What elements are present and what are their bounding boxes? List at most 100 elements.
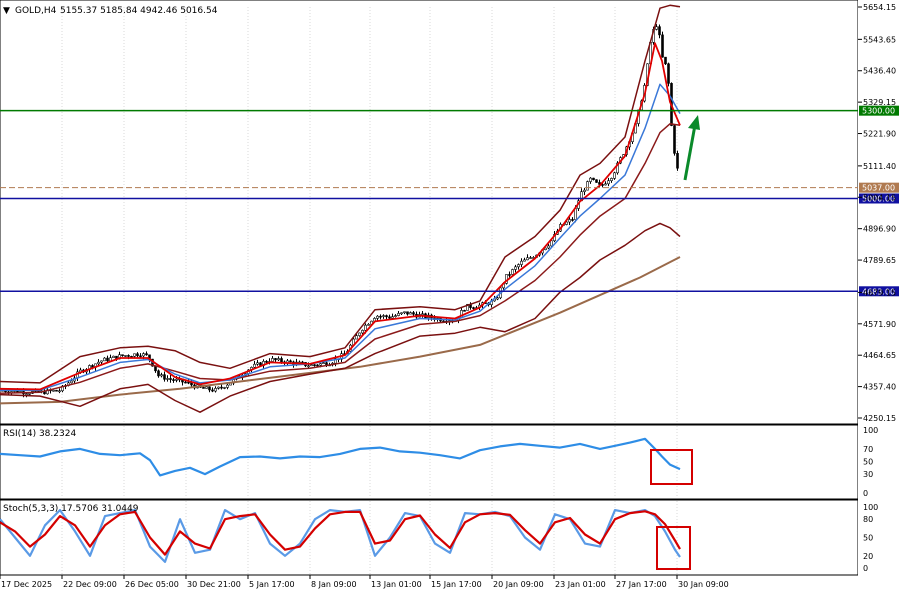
- bollinger-lower-line: [0, 222, 681, 413]
- candle-bull: [334, 358, 337, 364]
- candle-bear: [379, 315, 382, 318]
- menu-triangle-icon[interactable]: ▼: [3, 6, 10, 16]
- candle-bull: [103, 357, 106, 362]
- candle-bear: [121, 354, 124, 357]
- candle-bull: [421, 313, 424, 316]
- time-axis: 17 Dec 2025 22 Dec 09:00 26 Dec 05:00 30 De…: [0, 575, 729, 589]
- candle-bear: [313, 364, 316, 366]
- candle-bear: [595, 179, 598, 183]
- time-tick-label: 26 Dec 05:00: [125, 580, 179, 589]
- candle-bull: [52, 389, 55, 392]
- bollinger-upper-line: [0, 4, 681, 384]
- candle-bear: [145, 353, 148, 356]
- ma-fast-line: [0, 42, 681, 391]
- candle-bear: [220, 386, 223, 389]
- candle-bull: [586, 181, 589, 191]
- candle-bull: [205, 386, 208, 389]
- level-tag-label: 5300.00: [862, 107, 895, 116]
- stoch-tick-label: 0: [863, 564, 868, 573]
- candle-bull: [529, 257, 532, 259]
- candle-bear: [673, 125, 676, 154]
- candle-bull: [403, 311, 406, 314]
- stoch-tick-label: 80: [863, 515, 873, 524]
- price-tick-label: 4250.15: [863, 414, 896, 423]
- candle-bull: [214, 388, 217, 392]
- candle-bull: [514, 266, 517, 270]
- candle-bull: [466, 303, 469, 311]
- candle-bear: [265, 361, 268, 363]
- candle-bear: [289, 360, 292, 363]
- price-tick-label: 4571.90: [863, 320, 896, 329]
- stoch-panel[interactable]: [0, 499, 859, 576]
- stoch-label: Stoch(5,3,3) 17.5706 31.0449: [3, 504, 139, 514]
- price-panel[interactable]: [0, 0, 859, 425]
- stoch-tick-label: 100: [863, 503, 878, 512]
- candle-bull: [655, 26, 658, 30]
- rsi-tick-label: 100: [863, 426, 878, 435]
- rsi-tick-label: 50: [863, 458, 873, 467]
- stoch-tick-label: 50: [863, 534, 873, 543]
- price-tick-label: 5004.15: [863, 193, 896, 202]
- time-tick-label: 15 Jan 17:00: [431, 580, 482, 589]
- candle-bear: [208, 386, 211, 391]
- candle-bull: [160, 374, 163, 377]
- grid-lines: [61, 7, 678, 574]
- level-tag-label: 5000.00: [862, 194, 895, 203]
- candle-bull: [319, 363, 322, 366]
- level-tag-5037.00: [859, 182, 899, 193]
- level-tag-5300.00: [859, 105, 899, 116]
- stoch-highlight-box: [656, 526, 691, 570]
- price-tick-label: 5329.15: [863, 98, 896, 107]
- price-axis-ticks: 5654.15 5543.65 5436.40 5329.15 5221.90 5111.…: [858, 3, 896, 423]
- candle-bull: [409, 312, 412, 315]
- candle-bear: [592, 177, 595, 180]
- price-series: [0, 4, 681, 413]
- time-tick-label: 27 Jan 17:00: [616, 580, 667, 589]
- candle-bull: [394, 315, 397, 317]
- candle-bear: [157, 370, 160, 377]
- candle-bull: [589, 177, 592, 182]
- rsi-tick-label: 0: [863, 489, 868, 498]
- candle-bull: [547, 245, 550, 249]
- level-tag-5000.00: [859, 193, 899, 204]
- candle-bull: [25, 393, 28, 395]
- candle-bull: [565, 221, 568, 225]
- level-tag-label: 4683.00: [862, 287, 895, 296]
- candle-bull: [142, 353, 145, 357]
- candle-bear: [664, 56, 667, 65]
- candle-bull: [133, 353, 136, 357]
- price-tick-label: 4896.90: [863, 225, 896, 234]
- candle-bull: [544, 247, 547, 251]
- candle-bull: [355, 335, 358, 340]
- candle-bull: [358, 332, 361, 336]
- time-tick-label: 30 Dec 21:00: [187, 580, 241, 589]
- time-tick-label: 5 Jan 17:00: [249, 580, 295, 589]
- candle-bull: [307, 365, 310, 368]
- candle-bull: [97, 361, 100, 365]
- ma-mid-line: [0, 83, 681, 391]
- candle-bear: [406, 311, 409, 315]
- candle-bear: [463, 310, 466, 312]
- rsi-panel[interactable]: [0, 424, 859, 500]
- stoch-signal-line: [0, 510, 681, 556]
- candle-bull: [520, 260, 523, 265]
- candle-bear: [661, 34, 664, 58]
- stoch-series: 100 80 50 20 0: [0, 503, 878, 573]
- candle-bull: [382, 315, 385, 317]
- candle-bull: [253, 363, 256, 368]
- rsi-line: [0, 437, 681, 477]
- candle-bull: [256, 362, 259, 365]
- ma-long-line: [0, 256, 681, 405]
- level-tag-label: 5037.00: [862, 184, 895, 193]
- price-tick-label: 5111.40: [863, 162, 896, 171]
- time-tick-label: 17 Dec 2025: [1, 580, 52, 589]
- candle-bull: [322, 362, 325, 364]
- candle-bull: [361, 330, 364, 334]
- candle-bull: [526, 257, 529, 261]
- candle-bull: [391, 316, 394, 319]
- candle-bear: [139, 355, 142, 358]
- price-tick-label: 4464.65: [863, 351, 896, 360]
